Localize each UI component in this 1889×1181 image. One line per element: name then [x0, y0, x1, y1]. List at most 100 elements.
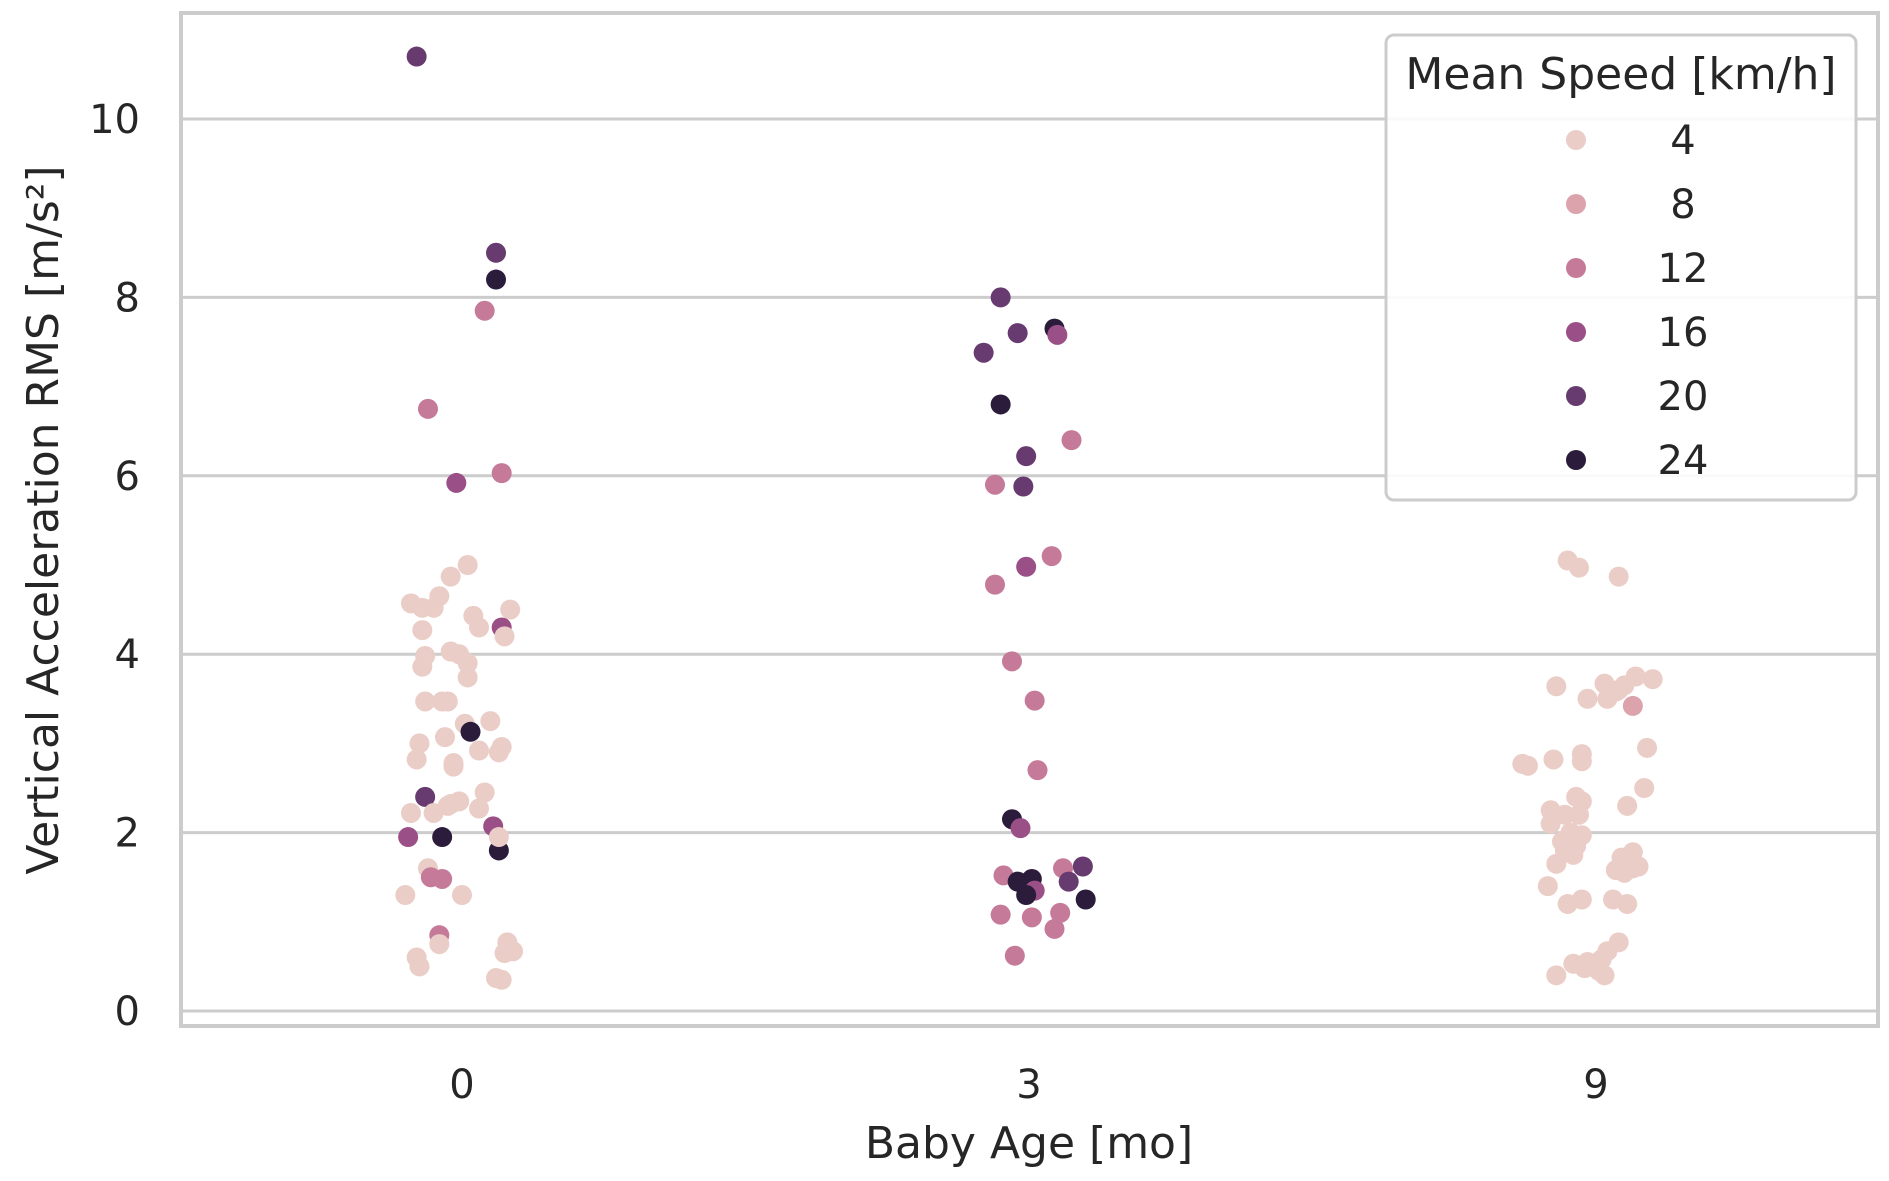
data-point: [1016, 885, 1037, 906]
y-axis-label: Vertical Acceleration RMS [m/s²]: [18, 165, 69, 874]
legend-title: Mean Speed [km/h]: [1405, 49, 1836, 100]
data-point: [469, 740, 490, 761]
data-point: [446, 472, 467, 493]
legend-marker: [1566, 130, 1586, 150]
legend-label: 24: [1658, 438, 1709, 484]
data-point: [1537, 876, 1558, 897]
data-point: [457, 555, 478, 575]
data-point: [429, 934, 450, 955]
data-point: [457, 667, 478, 688]
data-point: [423, 802, 444, 823]
y-tick-label: 10: [89, 97, 140, 143]
data-point: [973, 342, 994, 363]
data-point: [1543, 749, 1564, 770]
legend-items: 4 8 12 16 20 24: [1566, 118, 1708, 484]
data-point: [457, 653, 478, 674]
data-point: [500, 599, 521, 620]
data-point: [412, 656, 433, 677]
legend-marker: [1566, 386, 1586, 406]
data-point: [488, 827, 509, 848]
data-point: [984, 574, 1005, 595]
data-point: [409, 733, 430, 754]
data-point: [1001, 651, 1022, 672]
data-point: [432, 827, 453, 848]
x-tick-label: 0: [449, 1062, 474, 1108]
data-point: [1004, 945, 1025, 966]
data-point: [432, 868, 453, 889]
data-point: [434, 727, 455, 748]
data-point: [1557, 893, 1578, 914]
data-point: [469, 798, 490, 819]
x-axis-label: Baby Age [mo]: [865, 1118, 1193, 1169]
data-point: [474, 300, 495, 321]
data-point: [1016, 446, 1037, 467]
data-point: [437, 691, 458, 712]
data-point: [1617, 795, 1638, 816]
data-point: [984, 474, 1005, 495]
data-point: [1568, 804, 1589, 825]
data-point: [1061, 430, 1082, 451]
data-point: [406, 749, 427, 770]
data-point: [1027, 760, 1048, 781]
y-tick-label: 2: [115, 811, 140, 857]
legend: Mean Speed [km/h] 4 8 12 16 20 24: [1384, 33, 1858, 502]
data-point: [1075, 889, 1096, 910]
data-point: [395, 885, 416, 906]
data-point: [1642, 669, 1663, 690]
data-point: [1637, 737, 1658, 758]
data-point: [1016, 556, 1037, 577]
data-point: [1605, 681, 1626, 702]
legend-label: 20: [1658, 374, 1709, 420]
data-point: [412, 620, 433, 641]
data-point: [1021, 907, 1042, 928]
data-point: [1047, 324, 1068, 345]
legend-box: [1384, 33, 1858, 502]
x-tick-label: 9: [1583, 1062, 1608, 1108]
data-point: [491, 463, 512, 484]
data-point: [1563, 844, 1584, 865]
data-point: [1024, 690, 1045, 711]
data-point: [1594, 965, 1615, 986]
data-point: [409, 956, 430, 977]
data-point: [1617, 893, 1638, 914]
data-point: [474, 782, 495, 803]
x-tick-label: 3: [1016, 1062, 1041, 1108]
data-point: [1546, 676, 1567, 697]
data-point: [400, 802, 421, 823]
legend-marker: [1566, 450, 1586, 470]
data-point: [1568, 557, 1589, 578]
data-point: [1546, 853, 1567, 874]
data-point: [1013, 476, 1034, 497]
data-point: [1072, 856, 1093, 877]
data-points: [395, 46, 1663, 990]
data-point: [1540, 813, 1561, 834]
data-point: [1044, 918, 1065, 939]
data-point: [1007, 323, 1028, 344]
data-point: [1050, 902, 1071, 923]
data-point: [1041, 546, 1062, 567]
data-point: [460, 721, 481, 742]
data-point: [1517, 755, 1538, 776]
data-point: [443, 756, 464, 777]
y-tick-labels: 0 2 4 6 8 10: [89, 97, 140, 1035]
data-point: [1546, 965, 1567, 986]
legend-marker: [1566, 258, 1586, 278]
data-point: [494, 943, 515, 964]
data-point: [1571, 751, 1592, 772]
data-point: [452, 885, 472, 906]
data-point: [990, 904, 1011, 925]
data-point: [1058, 871, 1079, 892]
data-point: [491, 969, 512, 990]
data-point: [415, 691, 436, 712]
data-point: [486, 269, 507, 290]
y-tick-label: 0: [115, 989, 140, 1035]
data-point: [469, 617, 490, 638]
legend-label: 16: [1658, 310, 1709, 356]
y-tick-label: 8: [115, 275, 140, 321]
data-point: [1634, 778, 1655, 798]
data-point: [1622, 695, 1643, 716]
legend-label: 4: [1670, 118, 1695, 164]
data-point: [1608, 566, 1629, 587]
data-point: [1614, 862, 1635, 883]
